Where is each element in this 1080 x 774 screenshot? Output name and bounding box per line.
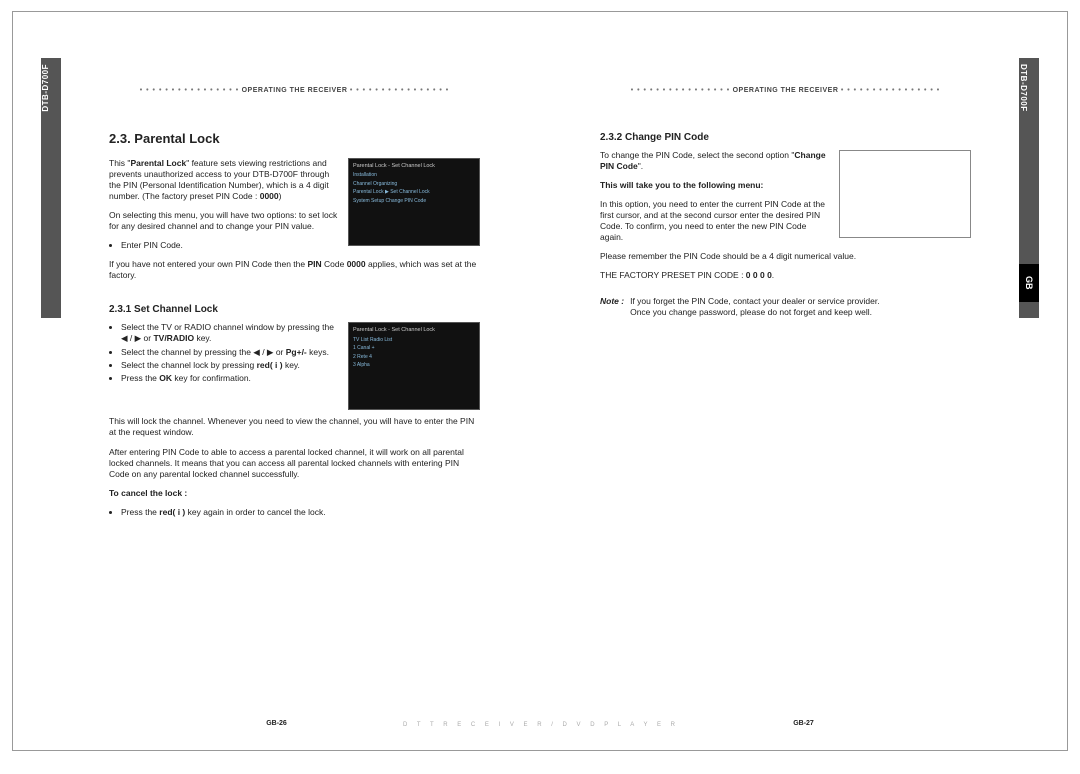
cp-p4: THE FACTORY PRESET PIN CODE : 0 0 0 0. xyxy=(600,270,971,281)
set-channel-block: Parental Lock - Set Channel Lock TV List… xyxy=(109,322,480,517)
note-line1: If you forget the PIN Code, contact your… xyxy=(630,296,879,307)
screenshot-2: Parental Lock - Set Channel Lock TV List… xyxy=(348,322,480,410)
subsection-232: 2.3.2 Change PIN Code xyxy=(600,131,971,144)
cancel-heading: To cancel the lock : xyxy=(109,488,480,499)
left-page: • • • • • • • • • • • • • • • • OPERATIN… xyxy=(13,12,540,750)
sc-p2: After entering PIN Code to able to acces… xyxy=(109,447,480,480)
change-pin-block: To change the PIN Code, select the secon… xyxy=(600,150,971,289)
header-right: • • • • • • • • • • • • • • • • OPERATIN… xyxy=(600,86,971,95)
subsection-231: 2.3.1 Set Channel Lock xyxy=(109,303,480,316)
section-title: 2.3. Parental Lock xyxy=(109,131,480,148)
screenshot-1: Parental Lock - Set Channel Lock Install… xyxy=(348,158,480,246)
page-num-left: GB-26 xyxy=(13,719,540,728)
intro-p3: If you have not entered your own PIN Cod… xyxy=(109,259,480,281)
cp-p3: Please remember the PIN Code should be a… xyxy=(600,251,971,262)
right-page: • • • • • • • • • • • • • • • • OPERATIN… xyxy=(540,12,1067,750)
cancel-list: Press the red( i ) key again in order to… xyxy=(109,507,480,518)
note-label: Note : xyxy=(600,296,624,318)
screenshot-3-blank xyxy=(839,150,971,238)
header-left: • • • • • • • • • • • • • • • • OPERATIN… xyxy=(109,86,480,95)
note-line2: Once you change password, please do not … xyxy=(630,307,879,318)
intro-block: Parental Lock - Set Channel Lock Install… xyxy=(109,158,480,289)
sc-p1: This will lock the channel. Whenever you… xyxy=(109,416,480,438)
page-num-right: GB-27 xyxy=(540,719,1067,728)
note-block: Note : If you forget the PIN Code, conta… xyxy=(600,296,971,318)
